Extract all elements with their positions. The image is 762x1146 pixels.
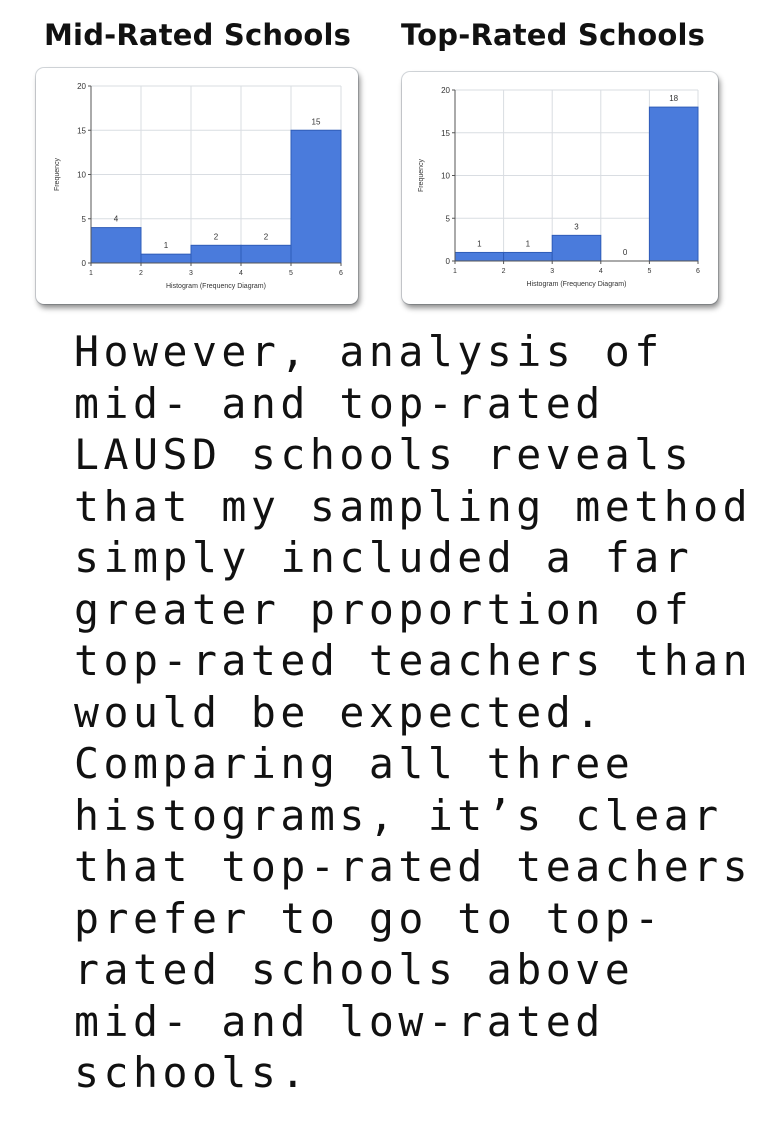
y-tick-label: 15 (441, 129, 450, 138)
y-tick-label: 20 (77, 82, 86, 91)
bar-data-label: 2 (214, 232, 219, 241)
bar-data-label: 18 (669, 94, 678, 103)
y-tick-label: 20 (441, 86, 450, 95)
y-tick-label: 0 (446, 257, 451, 266)
mid-rated-heading: Mid-Rated Schools (44, 18, 352, 52)
bar-data-label: 0 (623, 248, 628, 257)
body-line: schools. (74, 1048, 310, 1097)
x-tick-label: 5 (289, 270, 293, 277)
x-axis-title: Histogram (Frequency Diagram) (527, 281, 627, 288)
bar-data-label: 15 (312, 117, 321, 126)
body-paragraph: However, analysis of mid- and top-rated LA… (74, 326, 754, 1099)
x-tick-label: 3 (189, 270, 193, 277)
body-line: greater proportion of (74, 584, 694, 634)
body-line: histograms, it’s clear (74, 790, 723, 840)
x-tick-label: 1 (453, 268, 457, 275)
top-rated-heading: Top-Rated Schools (401, 18, 706, 52)
x-tick-label: 2 (502, 268, 506, 275)
top-rated-chart-card: 1 1 3 0 18 0 5 10 15 20 1 2 3 4 5 6 Histogram (Frequency… (402, 72, 718, 304)
body-line: that my sampling method (74, 481, 753, 531)
histogram-bar (648, 106, 699, 262)
x-tick-label: 6 (339, 270, 343, 277)
histogram-bar (503, 251, 553, 262)
body-line: top-rated teachers than (74, 636, 753, 685)
x-tick-label: 3 (550, 268, 554, 275)
body-line: LAUSD schools reveals (74, 430, 694, 479)
histogram-bar (454, 251, 505, 262)
x-axis-title: Histogram (Frequency Diagram) (166, 283, 266, 290)
x-tick-label: 2 (139, 270, 143, 277)
x-tick-label: 1 (89, 270, 93, 277)
histogram-bar (90, 227, 142, 264)
bar-data-label: 3 (574, 222, 579, 231)
y-axis-title: Frequency (54, 157, 61, 191)
y-tick-label: 10 (77, 171, 86, 180)
x-tick-label: 5 (647, 268, 651, 275)
histogram-bar (190, 244, 242, 264)
body-line: Comparing all three (74, 739, 635, 788)
body-line: rated schools above (74, 945, 635, 994)
y-tick-label: 15 (77, 126, 86, 135)
histogram-bar (551, 234, 602, 262)
body-line: mid- and low-rated (74, 996, 605, 1046)
y-tick-label: 0 (82, 259, 87, 268)
y-axis-title: Frequency (418, 158, 425, 192)
bar-data-label: 4 (114, 215, 119, 224)
y-tick-label: 5 (82, 215, 87, 224)
body-line: would be expected. (74, 687, 605, 737)
x-tick-label: 4 (599, 268, 603, 275)
mid-rated-histogram: 4 1 2 2 15 0 5 10 15 20 1 2 3 4 5 6 Histogram (Frequency… (54, 82, 343, 290)
body-line: prefer to go to top- (74, 893, 664, 943)
y-tick-label: 5 (446, 214, 451, 223)
histogram-bar (240, 244, 292, 264)
x-tick-label: 6 (696, 268, 700, 275)
body-line: simply included a far (74, 533, 694, 582)
bar-data-label: 1 (526, 239, 531, 248)
histogram-bar (140, 253, 192, 264)
body-line: mid- and top-rated (74, 378, 605, 428)
histogram-bar (290, 129, 342, 264)
y-tick-label: 10 (441, 172, 450, 181)
x-tick-label: 4 (239, 270, 243, 277)
bar-data-label: 2 (264, 232, 269, 241)
body-line: However, analysis of (74, 327, 664, 376)
mid-rated-chart-card: 4 1 2 2 15 0 5 10 15 20 1 2 3 4 5 6 Histogram (Frequency… (36, 68, 358, 304)
top-rated-histogram: 1 1 3 0 18 0 5 10 15 20 1 2 3 4 5 6 Histogram (Frequency… (418, 86, 700, 288)
bar-data-label: 1 (164, 241, 169, 250)
bar-data-label: 1 (477, 239, 482, 248)
body-line: that top-rated teachers (74, 842, 753, 891)
